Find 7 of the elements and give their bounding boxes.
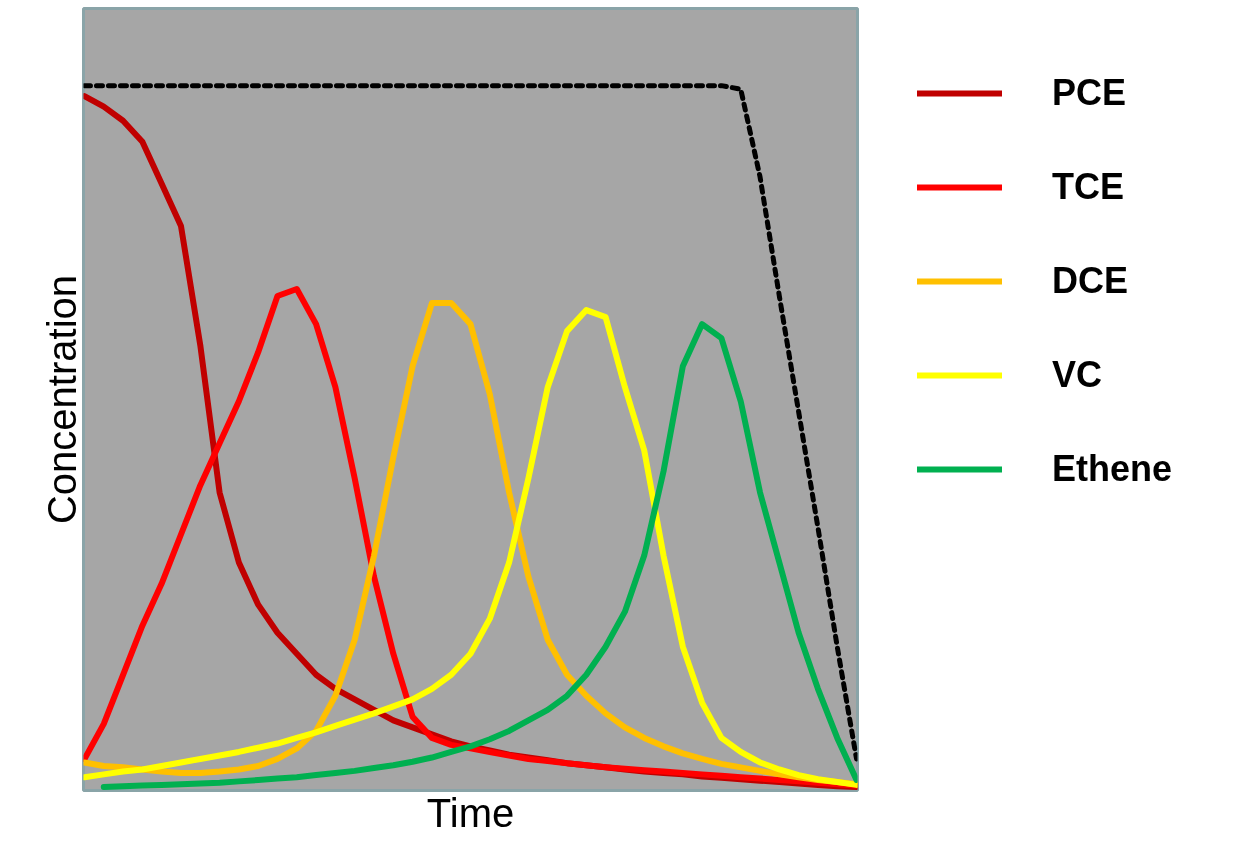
- y-axis-title: Concentration: [39, 274, 84, 525]
- x-axis-title: Time: [426, 790, 515, 835]
- legend-label: PCE: [1052, 72, 1128, 114]
- legend-label: VC: [1052, 354, 1103, 396]
- legend-label: TCE: [1052, 166, 1125, 208]
- legend-label: Ethene: [1052, 448, 1174, 490]
- legend-label: DCE: [1052, 260, 1129, 302]
